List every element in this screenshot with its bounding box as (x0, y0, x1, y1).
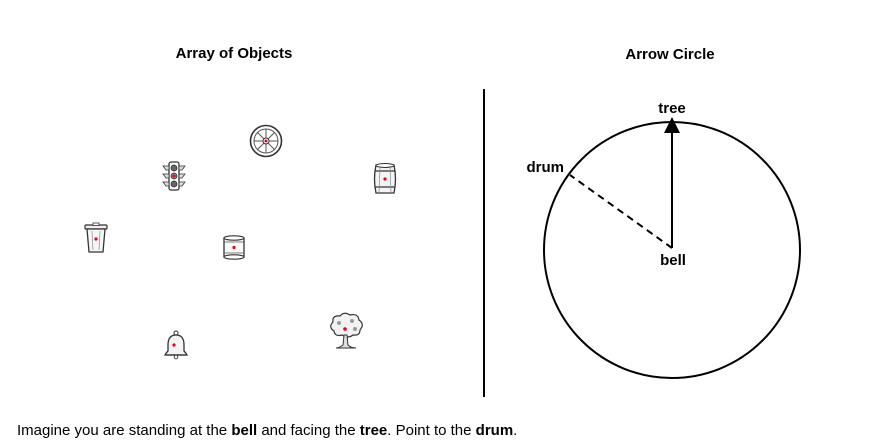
drum-label: drum (527, 159, 565, 176)
wheel-icon (249, 124, 283, 158)
instruction-facing-object: tree (359, 422, 388, 439)
trash-can-icon (82, 222, 110, 254)
instruction-prefix: Imagine you are standing at the (17, 422, 232, 439)
instruction-text: Imagine you are standing at the bell and… (17, 422, 517, 439)
panel-divider (483, 89, 485, 397)
instruction-target-object: drum (475, 422, 514, 439)
traffic-light-icon (160, 160, 188, 192)
answer-dashed-line (569, 174, 673, 249)
drum-icon (220, 233, 248, 261)
tree-label: tree (658, 100, 686, 117)
instruction-standing-object: bell (231, 422, 258, 439)
instruction-suffix: . (513, 422, 518, 439)
barrel-icon (370, 162, 400, 196)
instruction-middle: and facing the (257, 422, 360, 439)
array-of-objects-title: Array of Objects (175, 45, 293, 62)
bell-label: bell (660, 252, 686, 269)
instruction-point-text: . Point to the (387, 422, 476, 439)
bell-icon (162, 330, 190, 360)
tree-icon (326, 311, 366, 351)
arrow-circle-title: Arrow Circle (625, 46, 715, 63)
